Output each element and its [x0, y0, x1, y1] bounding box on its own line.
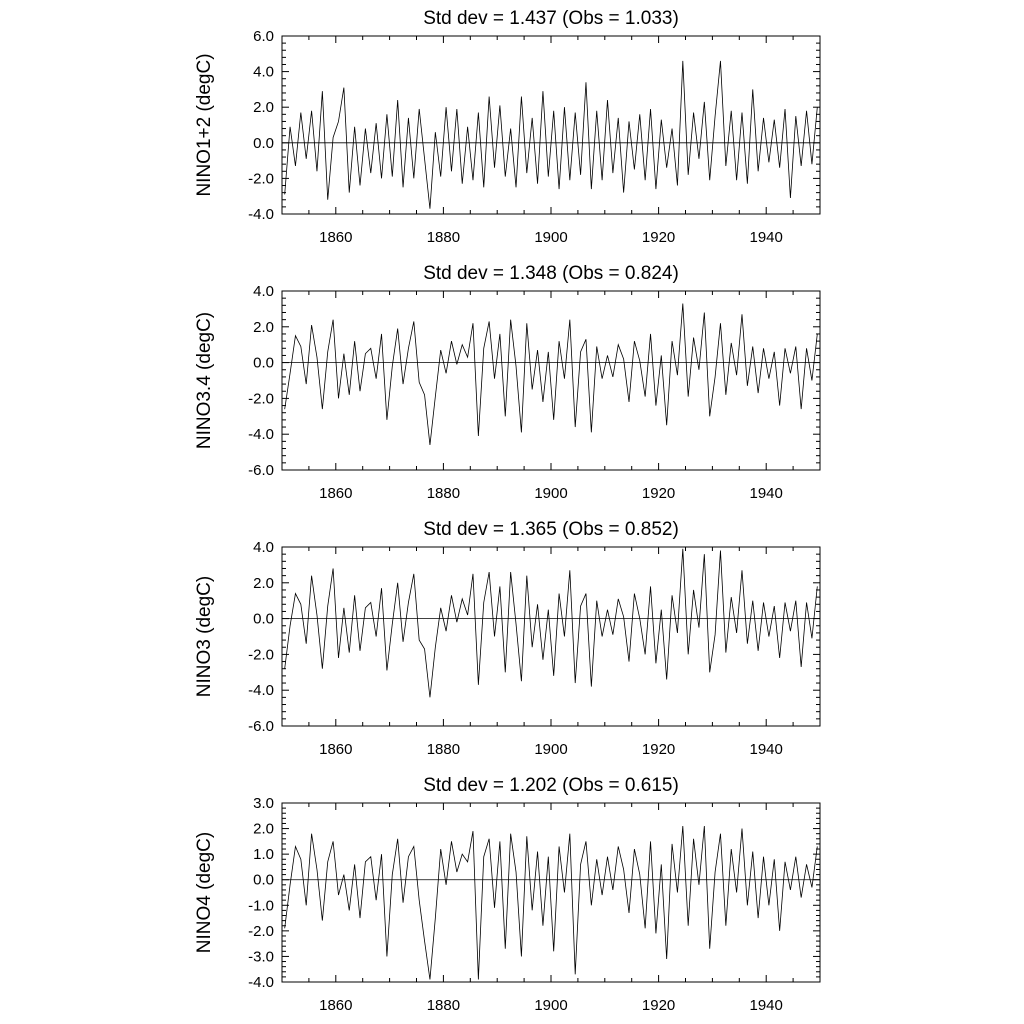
- x-tick-label: 1940: [750, 229, 783, 246]
- x-tick-label: 1860: [319, 485, 352, 502]
- x-tick-label: 1880: [427, 485, 460, 502]
- x-tick-label: 1920: [642, 485, 675, 502]
- y-tick-label: -6.0: [248, 462, 274, 479]
- y-tick-label: 2.0: [253, 821, 274, 838]
- x-tick-label: 1900: [534, 741, 567, 758]
- chart-title: Std dev = 1.348 (Obs = 0.824): [423, 263, 679, 284]
- y-tick-label: 0.0: [253, 135, 274, 152]
- y-tick-label: -2.0: [248, 923, 274, 940]
- series-line: [284, 303, 818, 445]
- x-tick-label: 1860: [319, 997, 352, 1014]
- chart-panel-4: Std dev = 1.202 (Obs = 0.615) NINO4 (degC…: [194, 775, 821, 1014]
- y-tick-label: -2.0: [248, 646, 274, 663]
- x-tick-label: 1940: [750, 741, 783, 758]
- x-tick-label: 1880: [427, 229, 460, 246]
- y-tick-label: 0.0: [253, 611, 274, 628]
- series-line: [284, 548, 818, 698]
- y-tick-label: -4.0: [248, 682, 274, 699]
- x-tick-label: 1940: [750, 485, 783, 502]
- x-tick-label: 1940: [750, 997, 783, 1014]
- y-axis-label: NINO3 (degC): [194, 576, 215, 697]
- y-tick-label: 2.0: [253, 575, 274, 592]
- plot-frame: [281, 546, 821, 727]
- y-tick-label: -6.0: [248, 718, 274, 735]
- y-axis-label: NINO3.4 (degC): [194, 312, 215, 449]
- x-tick-label: 1920: [642, 997, 675, 1014]
- x-tick-label: 1900: [534, 229, 567, 246]
- y-tick-label: 0.0: [253, 872, 274, 889]
- x-tick-label: 1860: [319, 741, 352, 758]
- plot-frame: [281, 290, 821, 471]
- chart-panel-3: Std dev = 1.365 (Obs = 0.852) NINO3 (degC…: [194, 519, 821, 758]
- x-tick-label: 1920: [642, 741, 675, 758]
- y-tick-label: -4.0: [248, 206, 274, 223]
- y-tick-label: 4.0: [253, 64, 274, 81]
- chart-title: Std dev = 1.365 (Obs = 0.852): [423, 519, 679, 540]
- y-tick-label: -4.0: [248, 974, 274, 991]
- y-tick-label: 2.0: [253, 99, 274, 116]
- series-line: [284, 60, 818, 209]
- chart-title: Std dev = 1.437 (Obs = 1.033): [423, 8, 679, 29]
- y-tick-label: 6.0: [253, 28, 274, 45]
- y-tick-label: -3.0: [248, 948, 274, 965]
- y-tick-label: 4.0: [253, 539, 274, 556]
- x-tick-label: 1900: [534, 485, 567, 502]
- y-axis-label: NINO4 (degC): [194, 832, 215, 953]
- x-tick-label: 1920: [642, 229, 675, 246]
- y-tick-label: -1.0: [248, 897, 274, 914]
- y-axis-label: NINO1+2 (degC): [194, 53, 215, 196]
- x-tick-label: 1880: [427, 741, 460, 758]
- chart-panel-2: Std dev = 1.348 (Obs = 0.824) NINO3.4 (de…: [194, 263, 821, 502]
- y-tick-label: -2.0: [248, 390, 274, 407]
- y-tick-label: 0.0: [253, 355, 274, 372]
- x-tick-label: 1900: [534, 997, 567, 1014]
- y-tick-label: 4.0: [253, 283, 274, 300]
- y-tick-label: 2.0: [253, 319, 274, 336]
- x-tick-label: 1880: [427, 997, 460, 1014]
- chart-title: Std dev = 1.202 (Obs = 0.615): [423, 775, 679, 796]
- y-tick-label: 1.0: [253, 846, 274, 863]
- y-tick-label: 3.0: [253, 795, 274, 812]
- x-tick-label: 1860: [319, 229, 352, 246]
- plot-frame: [281, 35, 821, 215]
- y-tick-label: -2.0: [248, 170, 274, 187]
- series-line: [284, 825, 818, 980]
- y-tick-label: -4.0: [248, 426, 274, 443]
- chart-panel-1: Std dev = 1.437 (Obs = 1.033) NINO1+2 (de…: [194, 8, 821, 246]
